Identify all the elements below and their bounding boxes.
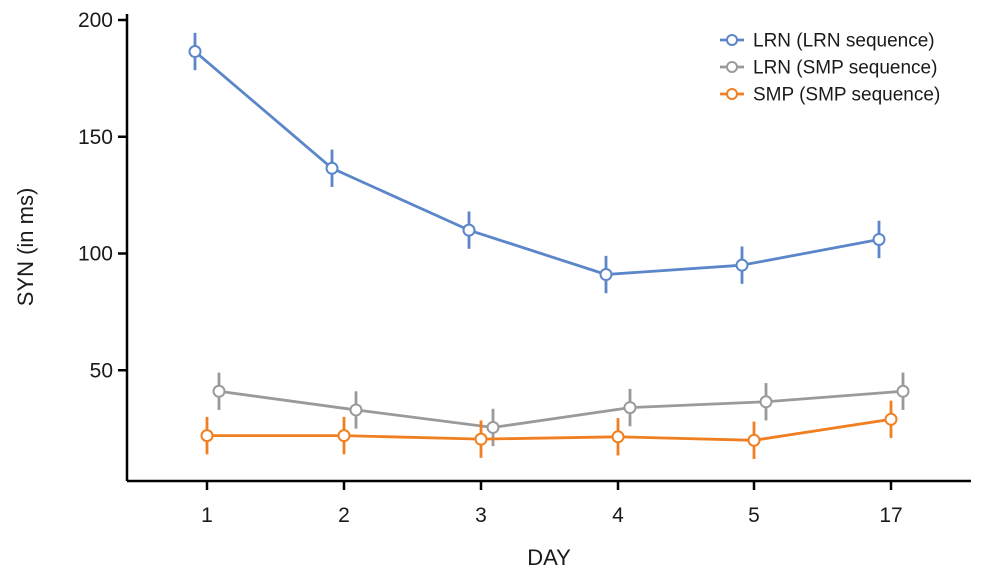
data-point (735, 258, 749, 272)
x-axis-title: DAY (527, 545, 571, 570)
series-line (218, 389, 904, 429)
y-ticks: 50 100 150 200 (78, 9, 127, 382)
y-tick-label: 150 (78, 126, 113, 149)
data-point (884, 412, 898, 426)
legend-swatch-marker (726, 88, 738, 100)
data-point (325, 161, 339, 175)
y-tick-label: 100 (78, 243, 113, 266)
data-point (349, 403, 363, 417)
data-point (623, 401, 637, 415)
legend: LRN (LRN sequence) LRN (SMP sequence) SMP … (720, 31, 940, 106)
series-1 (188, 32, 886, 294)
legend-item: SMP (SMP sequence) (720, 85, 940, 106)
legend-item: LRN (SMP sequence) (720, 58, 937, 79)
data-point (896, 384, 910, 398)
y-axis-title: SYN (in ms) (13, 188, 38, 307)
x-tick-label: 1 (201, 504, 213, 527)
data-point (872, 232, 886, 246)
y-tick-label: 200 (78, 9, 113, 32)
axes (125, 14, 971, 483)
x-tick-label: 17 (879, 504, 902, 527)
data-point (200, 429, 214, 443)
y-tick-label: 50 (90, 359, 113, 382)
legend-swatch-marker (726, 34, 738, 46)
legend-label: LRN (LRN sequence) (753, 31, 935, 52)
data-point (599, 268, 613, 282)
x-ticks: 1 2 3 4 5 17 (201, 481, 903, 527)
series-line (207, 417, 892, 442)
data-point (747, 433, 761, 447)
data-point (474, 432, 488, 446)
legend-label: LRN (SMP sequence) (753, 58, 937, 79)
data-point (759, 395, 773, 409)
data-point (188, 45, 202, 59)
x-tick-label: 4 (612, 504, 624, 527)
data-point (611, 430, 625, 444)
data-point (337, 429, 351, 443)
x-tick-label: 3 (475, 504, 487, 527)
data-point (462, 223, 476, 237)
data-point (486, 420, 500, 434)
series-line (194, 50, 880, 276)
legend-item: LRN (LRN sequence) (720, 31, 935, 52)
legend-label: SMP (SMP sequence) (753, 85, 940, 106)
x-tick-label: 5 (748, 504, 760, 527)
data-point (212, 384, 226, 398)
series-3 (200, 400, 898, 459)
legend-swatch-marker (726, 61, 738, 73)
x-tick-label: 2 (338, 504, 350, 527)
series-layer (188, 32, 910, 459)
